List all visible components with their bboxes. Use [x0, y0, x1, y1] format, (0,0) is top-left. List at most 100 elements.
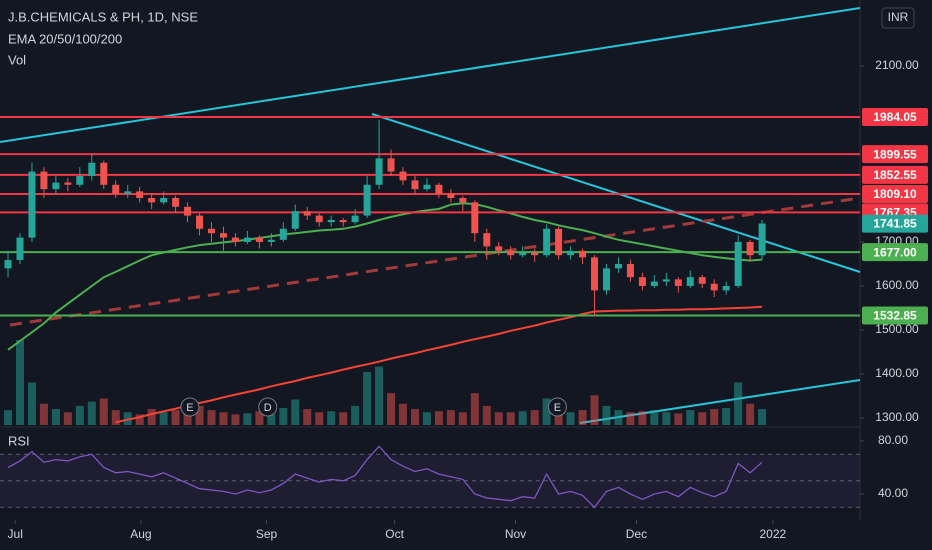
candle-body — [555, 228, 563, 256]
candle-body — [207, 228, 215, 234]
volume-bar — [219, 412, 228, 425]
volume-bar — [746, 403, 755, 425]
candle-body — [184, 206, 192, 216]
volume-bar — [590, 395, 599, 425]
candle-body — [327, 219, 335, 223]
level-label-box — [862, 306, 928, 325]
last-price-label: 1741.85 — [873, 217, 917, 231]
indicator-label: EMA 20/50/100/200 — [8, 31, 122, 46]
candle-body — [698, 277, 706, 284]
volume-bar — [482, 405, 491, 425]
x-tick-label: 2022 — [760, 527, 787, 541]
volume-bar — [351, 405, 360, 425]
volume-bar — [183, 412, 192, 425]
volume-bar — [147, 409, 156, 425]
candle-body — [351, 215, 359, 223]
ema-line — [115, 305, 763, 424]
volume-bar — [159, 412, 168, 425]
volume-bar — [111, 410, 120, 425]
volume-bar — [662, 412, 671, 425]
candle-body — [219, 233, 227, 238]
x-tick-label: Dec — [626, 527, 647, 541]
x-tick-label: Sep — [256, 527, 278, 541]
volume-bar — [638, 411, 647, 425]
candle-body — [614, 263, 622, 269]
rsi-line — [7, 445, 763, 509]
candle-body — [124, 191, 132, 194]
candle-body — [303, 211, 311, 216]
candle-body — [52, 182, 60, 190]
candle-body — [758, 223, 766, 256]
candle-body — [363, 184, 371, 216]
candle-body — [734, 241, 742, 286]
level-label: 1852.55 — [873, 168, 917, 182]
volume-bar — [399, 403, 408, 425]
level-label: 1899.55 — [873, 147, 917, 161]
volume-bar — [315, 412, 324, 425]
rsi-title: RSI — [8, 433, 30, 448]
currency-badge[interactable] — [881, 7, 915, 29]
candle-body — [459, 197, 467, 203]
volume-bar — [39, 403, 48, 425]
rsi-tick-label: 80.00 — [878, 433, 908, 447]
level-label-box — [862, 145, 928, 164]
volume-bar — [267, 414, 276, 425]
volume-bar — [626, 412, 635, 425]
candle-body — [567, 250, 575, 256]
volume-bar — [434, 411, 443, 425]
candle-body — [495, 246, 503, 251]
candle-body — [710, 283, 718, 291]
volume-bar — [195, 405, 204, 425]
candle-body — [531, 252, 539, 256]
y-tick-label: 2100.00 — [875, 58, 919, 72]
candle-body — [746, 241, 754, 256]
candle-body — [136, 191, 144, 198]
event-marker — [258, 397, 278, 417]
candle-body — [64, 182, 72, 185]
volume-bar — [291, 399, 300, 425]
volume-bar — [650, 410, 659, 425]
volume-bar — [171, 410, 180, 425]
volume-bar — [4, 410, 13, 425]
volume-bar — [87, 401, 96, 425]
volume-bar — [530, 410, 539, 425]
volume-bar — [410, 409, 419, 425]
volume-bar — [75, 405, 84, 425]
level-label-box — [862, 184, 928, 203]
candle-body — [255, 237, 263, 242]
level-label: 1677.00 — [873, 245, 917, 259]
event-label: E — [554, 402, 561, 414]
volume-bar — [542, 398, 551, 425]
volume-bar — [327, 411, 336, 425]
candle-body — [387, 158, 395, 172]
candle-body — [399, 171, 407, 181]
level-label-box — [862, 165, 928, 184]
candle-body — [160, 197, 168, 203]
candle-body — [100, 162, 108, 185]
volume-bar — [674, 413, 683, 425]
candle-body — [315, 215, 323, 223]
candle-body — [16, 237, 24, 261]
candle-body — [471, 202, 479, 234]
volume-bar — [686, 410, 695, 425]
volume-bar — [602, 405, 611, 425]
x-tick-label: Oct — [385, 527, 404, 541]
event-marker — [180, 397, 200, 417]
candle-body — [40, 171, 48, 190]
candle-body — [543, 228, 551, 256]
candle-body — [483, 233, 491, 247]
volume-bar — [422, 412, 431, 425]
volume-bar — [446, 410, 455, 425]
ema-line — [7, 202, 763, 351]
y-tick-label: 1500.00 — [875, 322, 919, 336]
event-label: D — [264, 402, 272, 414]
level-label: 1984.05 — [873, 110, 917, 124]
volume-bar — [710, 409, 719, 425]
level-label-box — [862, 108, 928, 127]
candle-body — [519, 252, 527, 256]
candle-body — [722, 285, 730, 291]
volume-bar — [518, 411, 527, 425]
x-tick-label: Aug — [130, 527, 151, 541]
event-label: E — [186, 402, 193, 414]
